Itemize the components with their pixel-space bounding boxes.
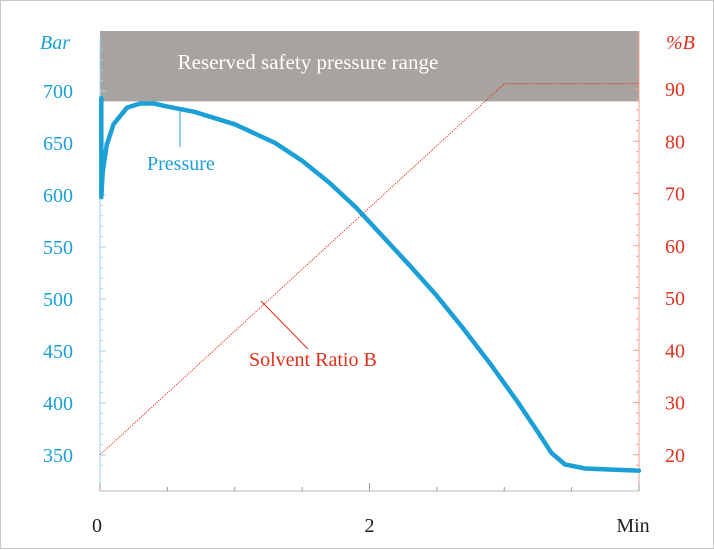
x-tick-label: Min: [616, 515, 649, 537]
y-left-tick-label: 500: [43, 289, 73, 311]
y-left-tick-label: 400: [43, 393, 73, 415]
unused-range-label: range due to: [439, 210, 538, 232]
y-left-tick-label: 350: [43, 445, 73, 467]
y-right-tick-label: 20: [665, 445, 685, 467]
y-right-tick-label: 90: [665, 79, 685, 101]
y-right-tick-label: 70: [665, 184, 685, 206]
unused-range-label: Unused pressure: [439, 184, 572, 206]
solvent-ratio-line: [99, 83, 639, 456]
y-right-tick-label: 80: [665, 131, 685, 153]
y-left-tick-label: 450: [43, 341, 73, 363]
solvent-series-label: Solvent Ratio B: [249, 349, 377, 371]
y-right-tick-label: 30: [665, 393, 685, 415]
y-left-tick-label: 600: [43, 185, 73, 207]
y-left-tick-label: 700: [43, 81, 73, 103]
pressure-line: [99, 96, 642, 473]
reserved-band-label: Reserved safety pressure range: [178, 50, 439, 74]
y-right-tick-label: 40: [665, 340, 685, 362]
y-right-tick-label: 50: [665, 288, 685, 310]
solvent-leader: [260, 300, 309, 350]
y-right-unit-label: %B: [666, 32, 695, 54]
y-left-tick-label: 550: [43, 237, 73, 259]
y-right-tick-label: 60: [665, 236, 685, 258]
x-tick-label: 2: [365, 515, 375, 537]
reserved-band: [100, 31, 639, 102]
pressure-series-label: Pressure: [147, 153, 215, 175]
y-left-unit-label: Bar: [40, 32, 70, 54]
unused-range-label: varying viscosity: [439, 236, 576, 258]
y-left-tick-label: 650: [43, 133, 73, 155]
x-tick-label: 0: [92, 515, 102, 537]
